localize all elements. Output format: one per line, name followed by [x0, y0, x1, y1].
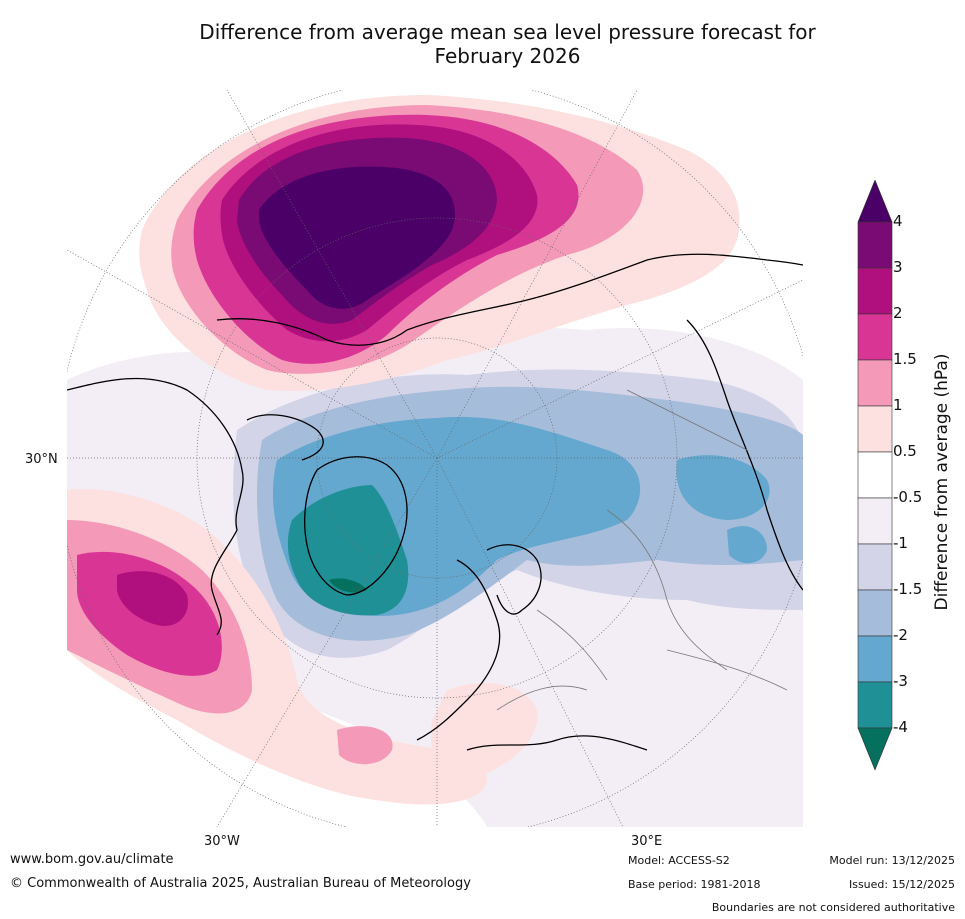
boundary-5 — [496, 685, 588, 711]
neg-3-region — [287, 485, 409, 616]
colorbar-title: Difference from average (hPa) — [932, 353, 952, 611]
colorbar-extend-top — [857, 179, 893, 223]
colorbar-tick-label: -4 — [893, 718, 908, 736]
colorbar-tick-label: -0.5 — [893, 488, 923, 506]
pos-4-pacific — [259, 166, 455, 309]
greenland-coast — [304, 456, 408, 596]
colorbar-extend-bottom — [857, 727, 893, 771]
colorbar-tick-label: 3 — [893, 258, 903, 276]
lon-30w-label: 30°W — [204, 834, 240, 849]
colorbar-tick-label: 1.5 — [893, 350, 917, 368]
boundaries — [496, 389, 788, 711]
siberia-coast — [406, 253, 803, 331]
colorbar-tick-label: -1 — [893, 534, 908, 552]
pos-0.5-europe — [430, 682, 538, 780]
colorbar-bin — [857, 451, 893, 499]
copyright-text: © Commonwealth of Australia 2025, Austra… — [10, 876, 471, 891]
colorbar-tick-label: -3 — [893, 672, 908, 690]
colorbar-bin — [857, 681, 893, 729]
pos-2-nepac — [117, 571, 188, 626]
colorbar-svg — [857, 179, 893, 771]
pos-1-atlantic — [337, 726, 393, 765]
colorbar-bin — [857, 497, 893, 545]
title-line-1: Difference from average mean sea level p… — [199, 20, 816, 44]
meridian-120e — [436, 90, 638, 459]
north-america-coast — [67, 377, 244, 636]
colorbar-bin — [857, 221, 893, 269]
colorbar-bin — [857, 635, 893, 683]
colorbar-bin — [857, 543, 893, 591]
colorbar-tick-label: 4 — [893, 212, 903, 230]
boundary-2 — [606, 509, 728, 671]
alaska-coast — [216, 318, 408, 346]
colorbar-tick-label: 2 — [893, 304, 903, 322]
colorbar-tick-label: 0.5 — [893, 442, 917, 460]
base-period-label: Base period: 1981-2018 — [628, 878, 761, 891]
mediterranean-coast — [466, 735, 648, 751]
colorbar-bin — [857, 589, 893, 637]
asia-coast-east — [686, 319, 803, 591]
map-svg — [67, 90, 803, 827]
lat-30n-label: 30°N — [25, 452, 58, 467]
colorbar — [855, 179, 895, 785]
boundary-3 — [626, 389, 748, 451]
colorbar-bin — [857, 313, 893, 361]
chart-title: Difference from average mean sea level p… — [100, 20, 915, 68]
colorbar-tick-label: 1 — [893, 396, 903, 414]
colorbar-bin — [857, 267, 893, 315]
model-label: Model: ACCESS-S2 — [628, 854, 730, 867]
neg-4-spot — [329, 578, 367, 593]
europe-coast — [416, 559, 501, 741]
title-line-2: February 2026 — [434, 44, 581, 68]
neg-2-region-asia — [727, 526, 767, 564]
website-url[interactable]: www.bom.gov.au/climate — [10, 852, 174, 867]
anomaly-map — [67, 90, 803, 827]
boundary-1 — [536, 609, 608, 681]
graticule — [67, 90, 803, 827]
neg-2-region-east — [676, 455, 770, 520]
boundary-4 — [666, 649, 788, 691]
meridian-60e — [436, 279, 803, 459]
issued-label: Issued: 15/12/2025 — [848, 878, 955, 891]
colorbar-bin — [857, 359, 893, 407]
model-run-label: Model run: 13/12/2025 — [829, 854, 955, 867]
coastlines — [67, 253, 803, 751]
canadian-arctic-coast — [246, 414, 324, 461]
disclaimer-label: Boundaries are not considered authoritat… — [711, 901, 955, 914]
colorbar-bin — [857, 405, 893, 453]
scandinavia-coast — [486, 544, 542, 615]
lon-30e-label: 30°E — [631, 834, 663, 849]
colorbar-tick-label: -2 — [893, 626, 908, 644]
colorbar-tick-label: -1.5 — [893, 580, 923, 598]
